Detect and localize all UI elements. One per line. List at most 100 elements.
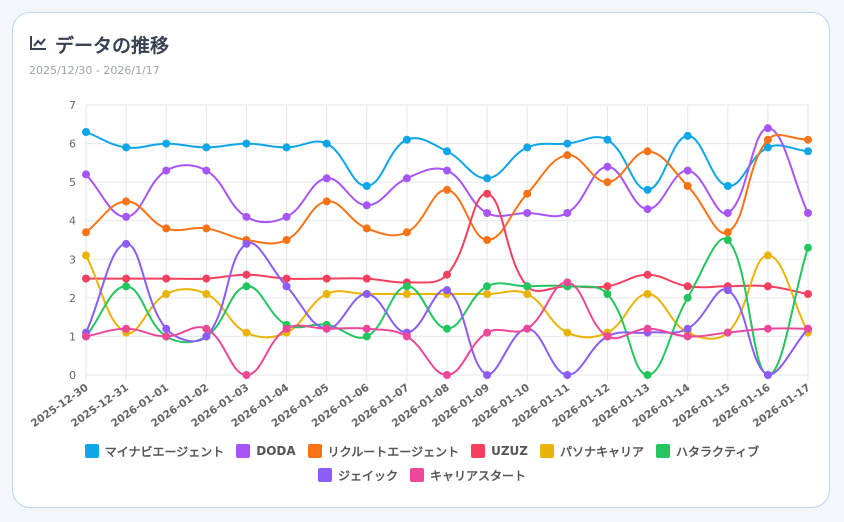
data-point: [523, 282, 532, 291]
legend-item[interactable]: リクルートエージェント: [307, 441, 459, 461]
data-point: [322, 324, 331, 333]
legend-swatch: [317, 468, 332, 482]
data-point: [483, 236, 492, 244]
data-point: [402, 332, 411, 341]
data-point: [563, 151, 572, 160]
data-point: [603, 290, 612, 298]
data-point: [362, 324, 371, 333]
page-title: データの推移: [55, 35, 170, 57]
legend-swatch: [307, 444, 322, 458]
data-point: [603, 162, 612, 171]
line-chart: 012345672025-12-302025-12-312026-01-0120…: [29, 99, 813, 430]
data-point: [804, 147, 812, 156]
data-point: [122, 282, 131, 291]
legend-swatch: [539, 444, 554, 458]
data-point: [483, 174, 492, 183]
data-point: [723, 236, 732, 244]
data-point: [122, 212, 131, 221]
data-point: [763, 282, 772, 291]
data-point: [763, 251, 772, 260]
data-point: [523, 324, 532, 333]
data-point: [202, 166, 211, 175]
legend-swatch: [655, 444, 670, 458]
data-point: [162, 274, 171, 283]
legend-swatch: [471, 444, 486, 458]
data-point: [162, 324, 171, 333]
data-point: [763, 324, 772, 333]
data-point: [162, 139, 171, 148]
data-point: [603, 135, 612, 144]
data-point: [523, 290, 532, 298]
legend-item[interactable]: ジェイック: [317, 465, 398, 485]
data-point: [804, 243, 812, 252]
y-tick-label: 7: [69, 99, 76, 112]
data-point: [483, 290, 492, 298]
data-point: [683, 293, 692, 302]
legend-label: DODA: [256, 444, 296, 458]
data-point: [523, 189, 532, 198]
y-tick-label: 1: [69, 330, 76, 343]
data-point: [242, 270, 251, 279]
data-point: [443, 324, 451, 333]
legend-label: UZUZ: [491, 444, 528, 458]
legend-item[interactable]: DODA: [236, 441, 296, 461]
data-point: [162, 332, 171, 341]
y-tick-label: 3: [69, 253, 76, 266]
data-point: [82, 228, 90, 237]
legend-item[interactable]: マイナビエージェント: [84, 441, 224, 461]
data-point: [683, 166, 692, 175]
data-point: [483, 189, 492, 198]
data-point: [322, 290, 331, 298]
data-point: [82, 332, 90, 341]
data-point: [683, 324, 692, 333]
legend-swatch: [84, 444, 99, 458]
data-point: [402, 282, 411, 291]
data-point: [402, 290, 411, 298]
data-point: [82, 274, 90, 283]
data-point: [563, 139, 572, 148]
chart-header: データの推移: [29, 31, 169, 58]
data-point: [763, 371, 772, 379]
data-point: [643, 290, 652, 298]
y-tick-label: 6: [69, 138, 76, 151]
data-point: [643, 324, 652, 333]
legend-item[interactable]: ハタラクティブ: [655, 441, 759, 461]
data-point: [443, 286, 451, 295]
data-point: [683, 131, 692, 140]
data-point: [82, 251, 90, 260]
chart-card: データの推移 2025/12/30 - 2026/1/17 0 1 2 3 4 5 6 7 20…: [12, 12, 830, 508]
data-point: [322, 197, 331, 206]
data-point: [804, 290, 812, 298]
data-point: [282, 143, 291, 152]
data-point: [282, 324, 291, 333]
data-point: [683, 182, 692, 190]
legend-item[interactable]: パソナキャリア: [539, 441, 644, 461]
data-point: [443, 166, 451, 175]
data-point: [683, 332, 692, 341]
data-point: [242, 282, 251, 291]
date-range: 2025/12/30 - 2026/1/17: [29, 64, 160, 77]
data-point: [483, 209, 492, 217]
data-point: [202, 290, 211, 298]
data-point: [202, 324, 211, 333]
data-point: [282, 274, 291, 283]
y-tick-label: 0: [69, 369, 76, 382]
data-point: [202, 224, 211, 233]
data-point: [763, 124, 772, 133]
data-point: [82, 170, 90, 179]
data-point: [362, 274, 371, 283]
legend: マイナビエージェント DODA リクルートエージェント UZUZ パソナキャリア ハタラク…: [13, 441, 831, 485]
data-point: [563, 278, 572, 287]
data-point: [563, 371, 572, 379]
data-point: [82, 128, 90, 136]
data-point: [603, 178, 612, 187]
data-point: [443, 185, 451, 194]
data-point: [643, 270, 652, 279]
data-point: [122, 197, 131, 206]
data-point: [362, 332, 371, 341]
data-point: [443, 147, 451, 156]
legend-item[interactable]: キャリアスタート: [410, 465, 526, 485]
data-point: [122, 274, 131, 283]
data-point: [282, 282, 291, 291]
legend-item[interactable]: UZUZ: [471, 441, 528, 461]
